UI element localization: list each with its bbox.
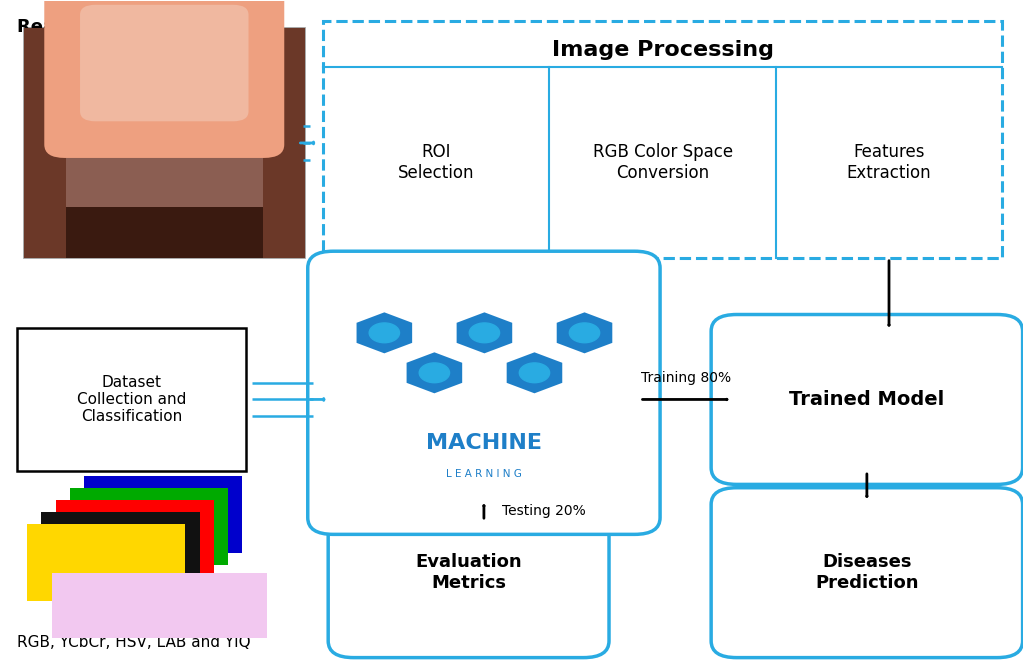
Text: MACHINE: MACHINE [426, 433, 542, 453]
FancyBboxPatch shape [711, 488, 1023, 658]
Text: Evaluation
Metrics: Evaluation Metrics [416, 553, 522, 592]
Text: Image Processing: Image Processing [552, 40, 773, 60]
Polygon shape [505, 351, 563, 395]
FancyBboxPatch shape [44, 0, 285, 158]
Bar [24, 28, 305, 258]
Bar [24, 28, 66, 258]
Bar [24, 207, 305, 258]
FancyBboxPatch shape [308, 252, 660, 535]
FancyBboxPatch shape [80, 5, 249, 121]
Text: Dataset
Collection and
Classification: Dataset Collection and Classification [77, 375, 186, 424]
Text: Features
Extraction: Features Extraction [847, 143, 931, 182]
Polygon shape [406, 351, 464, 395]
Circle shape [419, 363, 450, 383]
Circle shape [519, 363, 550, 383]
Circle shape [469, 323, 500, 343]
Bar [52, 573, 267, 638]
Bar [16, 328, 247, 471]
Text: Trained Model: Trained Model [790, 390, 944, 409]
Bar [262, 28, 305, 258]
Bar [55, 500, 214, 577]
FancyBboxPatch shape [711, 314, 1023, 484]
Bar [70, 488, 228, 565]
Bar [84, 476, 243, 553]
Text: Testing 20%: Testing 20% [503, 504, 586, 518]
Circle shape [370, 323, 399, 343]
Text: Diseases
Prediction: Diseases Prediction [815, 553, 919, 592]
Text: Real-Time Capturing: Real-Time Capturing [16, 18, 221, 36]
Polygon shape [555, 311, 613, 355]
Bar [324, 21, 1002, 258]
Text: RGB Color Space
Conversion: RGB Color Space Conversion [593, 143, 733, 182]
Polygon shape [456, 311, 514, 355]
Circle shape [569, 323, 600, 343]
Polygon shape [355, 311, 414, 355]
Bar [27, 524, 185, 601]
Text: ROI
Selection: ROI Selection [398, 143, 474, 182]
FancyBboxPatch shape [328, 488, 609, 658]
Text: L E A R N I N G: L E A R N I N G [446, 469, 522, 479]
Text: Training 80%: Training 80% [641, 371, 731, 385]
Bar [41, 512, 200, 589]
Text: RGB, YCbCr, HSV, LAB and YIQ: RGB, YCbCr, HSV, LAB and YIQ [16, 636, 250, 650]
